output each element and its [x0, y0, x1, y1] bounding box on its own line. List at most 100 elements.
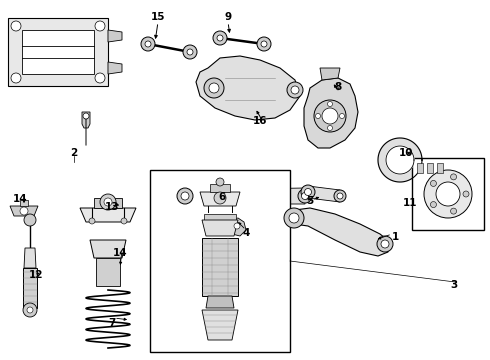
Text: 7: 7	[108, 318, 116, 328]
Polygon shape	[417, 163, 423, 173]
Polygon shape	[202, 310, 238, 340]
Text: 6: 6	[219, 192, 225, 202]
Polygon shape	[200, 192, 240, 206]
Circle shape	[20, 207, 28, 215]
Text: 8: 8	[334, 82, 342, 92]
Text: 13: 13	[105, 202, 119, 212]
Circle shape	[301, 185, 315, 199]
Polygon shape	[8, 18, 108, 86]
Circle shape	[334, 190, 346, 202]
Text: 3: 3	[450, 280, 458, 290]
Circle shape	[257, 37, 271, 51]
Polygon shape	[206, 296, 234, 308]
Polygon shape	[378, 138, 422, 182]
Circle shape	[340, 113, 344, 118]
Polygon shape	[108, 62, 122, 74]
Circle shape	[322, 108, 338, 124]
Circle shape	[181, 192, 189, 200]
Polygon shape	[228, 218, 246, 236]
Polygon shape	[320, 68, 340, 80]
Polygon shape	[196, 56, 300, 120]
Circle shape	[377, 236, 393, 252]
Bar	[150, 170, 290, 352]
Circle shape	[24, 214, 36, 226]
Circle shape	[304, 189, 312, 195]
Circle shape	[301, 193, 309, 199]
Polygon shape	[290, 208, 390, 256]
Circle shape	[121, 218, 127, 224]
Circle shape	[327, 126, 333, 131]
Circle shape	[187, 49, 193, 55]
Circle shape	[216, 178, 224, 186]
Circle shape	[337, 193, 343, 199]
Circle shape	[424, 170, 472, 218]
Text: 14: 14	[13, 194, 27, 204]
Polygon shape	[386, 146, 414, 174]
Circle shape	[430, 180, 437, 186]
Circle shape	[261, 41, 267, 47]
Circle shape	[204, 78, 224, 98]
Text: 16: 16	[253, 116, 267, 126]
Polygon shape	[185, 188, 305, 204]
Circle shape	[27, 307, 33, 313]
Text: 10: 10	[399, 148, 413, 158]
Circle shape	[289, 213, 299, 223]
Polygon shape	[210, 184, 230, 192]
Circle shape	[298, 189, 312, 203]
Polygon shape	[202, 220, 238, 236]
Polygon shape	[90, 240, 126, 258]
Circle shape	[451, 174, 457, 180]
Text: 5: 5	[306, 196, 314, 206]
Polygon shape	[108, 30, 122, 42]
Circle shape	[430, 202, 437, 208]
Text: 9: 9	[224, 12, 232, 22]
Polygon shape	[204, 214, 236, 220]
Polygon shape	[96, 258, 120, 286]
Circle shape	[145, 41, 151, 47]
Text: 12: 12	[29, 270, 43, 280]
Circle shape	[214, 192, 226, 204]
Circle shape	[183, 45, 197, 59]
Text: 14: 14	[113, 248, 127, 258]
Circle shape	[234, 223, 240, 229]
Circle shape	[83, 113, 89, 119]
Circle shape	[11, 73, 21, 83]
Circle shape	[95, 21, 105, 31]
Circle shape	[209, 83, 219, 93]
Polygon shape	[22, 30, 94, 74]
Polygon shape	[10, 206, 38, 216]
Circle shape	[316, 113, 320, 118]
Circle shape	[177, 188, 193, 204]
Circle shape	[291, 86, 299, 94]
Bar	[412, 158, 484, 230]
Circle shape	[327, 102, 333, 107]
Text: 15: 15	[151, 12, 165, 22]
Polygon shape	[427, 163, 433, 173]
Circle shape	[287, 82, 303, 98]
Polygon shape	[437, 163, 443, 173]
Circle shape	[314, 100, 346, 132]
Polygon shape	[23, 268, 37, 308]
Circle shape	[141, 37, 155, 51]
Text: 1: 1	[392, 232, 399, 242]
Circle shape	[23, 303, 37, 317]
Circle shape	[381, 240, 389, 248]
Text: 4: 4	[243, 228, 250, 238]
Polygon shape	[94, 198, 122, 208]
Circle shape	[89, 218, 95, 224]
Circle shape	[436, 182, 460, 206]
Circle shape	[213, 31, 227, 45]
Circle shape	[463, 191, 469, 197]
Circle shape	[451, 208, 457, 214]
Circle shape	[284, 208, 304, 228]
Circle shape	[11, 21, 21, 31]
Circle shape	[104, 198, 112, 206]
Polygon shape	[202, 238, 238, 296]
Polygon shape	[304, 78, 358, 148]
Polygon shape	[82, 112, 90, 128]
Circle shape	[217, 35, 223, 41]
Polygon shape	[308, 186, 340, 202]
Polygon shape	[24, 248, 36, 268]
Text: 11: 11	[403, 198, 417, 208]
Text: 2: 2	[71, 148, 77, 158]
